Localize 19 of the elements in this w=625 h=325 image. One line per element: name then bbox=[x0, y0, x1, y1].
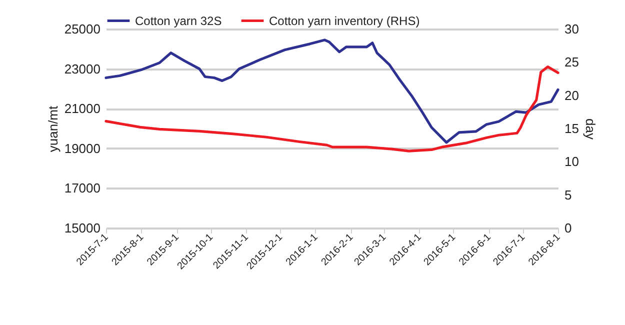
y2-tick-label: 5 bbox=[564, 187, 572, 202]
y2-tick-label: 15 bbox=[564, 121, 579, 136]
y-tick-label: 23000 bbox=[64, 61, 100, 76]
line-series bbox=[104, 38, 560, 144]
y-tick-label: 17000 bbox=[64, 180, 100, 196]
y2-tick-label: 10 bbox=[564, 154, 579, 170]
y-tick-label: 15000 bbox=[64, 220, 100, 236]
line-series bbox=[104, 66, 560, 152]
y2-tick-label: 20 bbox=[564, 88, 579, 103]
y2-tick-label: 30 bbox=[564, 22, 579, 36]
legend-label: Cotton yarn 32S bbox=[135, 14, 222, 28]
legend-label: Cotton yarn inventory (RHS) bbox=[269, 14, 420, 28]
y2-tick-label: 25 bbox=[564, 54, 579, 70]
y-tick-label: 19000 bbox=[64, 140, 100, 156]
y2-axis-title: day bbox=[582, 118, 598, 140]
y-tick-label: 25000 bbox=[64, 22, 100, 36]
y2-tick-label: 0 bbox=[564, 220, 572, 236]
y-axis-title: yuan/mt bbox=[45, 105, 60, 152]
y-tick-label: 21000 bbox=[64, 101, 100, 116]
